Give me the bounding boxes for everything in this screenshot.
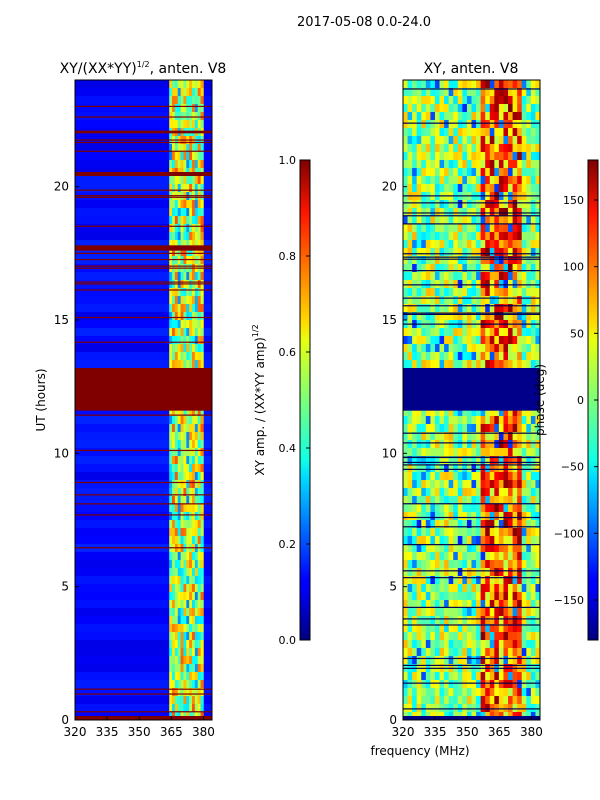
phase-axes-frame	[402, 79, 541, 721]
amplitude-xtick-label: 350	[128, 725, 151, 739]
phase-heatmap-title: XY, anten. V8	[424, 61, 519, 77]
amplitude-ytick-label: 15	[54, 313, 69, 327]
phase-xtick-label: 335	[424, 725, 447, 739]
amplitude-xtick-label: 365	[160, 725, 183, 739]
figure-suptitle: 2017-05-08 0.0-24.0	[297, 15, 431, 30]
amplitude-ytick-label: 20	[54, 180, 69, 194]
amplitude-ytick-label: 0	[61, 713, 69, 727]
amplitude-colorbar-gradient	[299, 159, 311, 641]
amplitude-xtick-label: 320	[64, 725, 87, 739]
amplitude-colorbar-ticks: 0.0 0.2 0.4 0.6 0.8 1.0	[279, 154, 310, 647]
amplitude-ylabel: UT (hours)	[34, 368, 48, 431]
amplitude-colorbar-tick-label: 0.2	[279, 538, 297, 551]
amplitude-colorbar-tick-label: 0.8	[279, 250, 297, 263]
phase-ytick-label: 0	[389, 713, 397, 727]
amplitude-colorbar-tick-label: 0.4	[279, 442, 297, 455]
phase-colorbar-tick-label: 50	[570, 327, 584, 340]
figure-xlabel: frequency (MHz)	[370, 744, 469, 758]
phase-xtick-label: 320	[392, 725, 415, 739]
amplitude-colorbar: 0.0 0.2 0.4 0.6 0.8 1.0 XY amp. / (XX*YY amp)…	[251, 154, 311, 647]
phase-xtick-label: 350	[456, 725, 479, 739]
phase-colorbar: phase (deg) 150 100 50 0 −50 −100 −150	[533, 159, 599, 641]
amplitude-heatmap-title: XY/(XX*YY)1/2, anten. V8	[60, 60, 227, 77]
phase-colorbar-label: phase (deg)	[533, 364, 547, 436]
amplitude-colorbar-tick-label: 0.6	[279, 346, 297, 359]
amplitude-colorbar-tick-label: 1.0	[279, 154, 297, 167]
phase-xtick-label: 365	[488, 725, 511, 739]
phase-ytick-label: 15	[382, 313, 397, 327]
phase-ytick-label: 10	[382, 446, 397, 460]
phase-colorbar-tick-label: −50	[561, 461, 584, 474]
amplitude-colorbar-tick-label: 0.0	[279, 634, 297, 647]
amplitude-xtick-label: 335	[96, 725, 119, 739]
phase-ytick-label: 5	[389, 580, 397, 594]
phase-heatmap-panel: XY, anten. V8 0 5 10 15 20 320 335 350 365 380	[382, 61, 543, 739]
amplitude-heatmap	[75, 80, 212, 720]
phase-colorbar-ticks: 150 100 50 0 −50 −100 −150	[554, 194, 598, 607]
amplitude-axes: 0 5 10 15 20 320 335 350 365 380	[54, 180, 215, 739]
phase-ytick-label: 20	[382, 180, 397, 194]
phase-xtick-label: 380	[520, 725, 543, 739]
phase-colorbar-tick-label: −100	[554, 527, 584, 540]
phase-axes: 0 5 10 15 20 320 335 350 365 380	[382, 180, 543, 739]
phase-heatmap	[403, 80, 540, 720]
phase-colorbar-tick-label: 0	[577, 394, 584, 407]
amplitude-colorbar-label: XY amp. / (XX*YY amp)1/2	[251, 324, 267, 475]
phase-colorbar-tick-label: 150	[563, 194, 584, 207]
amplitude-heatmap-panel: XY/(XX*YY)1/2, anten. V8 0 5 10 15 20 320 335 3…	[34, 60, 226, 739]
amplitude-xtick-label: 380	[192, 725, 215, 739]
amplitude-axes-frame	[74, 79, 213, 721]
phase-colorbar-tick-label: −150	[554, 594, 584, 607]
phase-colorbar-tick-label: 100	[563, 261, 584, 274]
amplitude-ytick-label: 10	[54, 446, 69, 460]
amplitude-ytick-label: 5	[61, 580, 69, 594]
